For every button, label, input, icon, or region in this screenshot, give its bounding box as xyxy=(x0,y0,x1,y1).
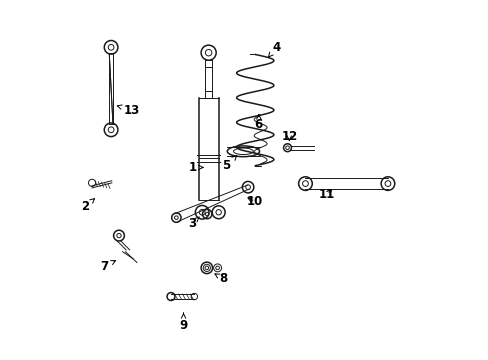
Text: 3: 3 xyxy=(188,216,199,230)
Text: 11: 11 xyxy=(318,188,334,201)
Text: 12: 12 xyxy=(281,130,297,144)
Text: 6: 6 xyxy=(254,114,263,131)
Text: 5: 5 xyxy=(222,156,236,172)
Text: 4: 4 xyxy=(267,41,280,58)
Text: 13: 13 xyxy=(117,104,140,117)
Text: 1: 1 xyxy=(188,161,203,174)
Text: 8: 8 xyxy=(215,272,226,285)
Text: 2: 2 xyxy=(81,199,94,213)
Text: 7: 7 xyxy=(101,260,115,273)
Text: 9: 9 xyxy=(179,313,187,332)
Text: 10: 10 xyxy=(246,195,263,208)
